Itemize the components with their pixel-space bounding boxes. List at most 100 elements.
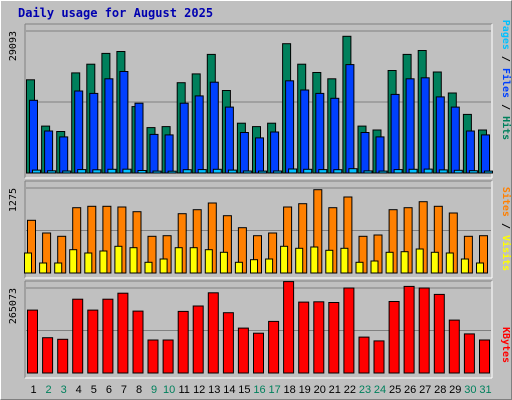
bar-kbytes-day-12 xyxy=(192,305,204,374)
x-tick-label-day-16: 16 xyxy=(253,384,265,396)
legend-text: / xyxy=(500,98,511,116)
bar-sites-day-27 xyxy=(415,248,424,274)
x-tick-label-day-11: 11 xyxy=(178,384,189,396)
bar-sites-day-5 xyxy=(84,252,93,274)
y-max-label: 1275 xyxy=(8,188,19,212)
bar-kbytes-day-13 xyxy=(207,292,219,374)
bar-files-day-14 xyxy=(224,106,234,174)
bar-pages-day-28 xyxy=(438,169,448,174)
bar-sites-day-16 xyxy=(250,259,258,274)
bar-pages-day-23 xyxy=(363,170,373,174)
x-tick-label-day-3: 3 xyxy=(61,384,67,396)
bar-files-day-26 xyxy=(405,78,415,174)
bar-kbytes-day-9 xyxy=(147,339,159,374)
bar-pages-day-25 xyxy=(393,169,403,174)
x-tick-label-day-7: 7 xyxy=(121,384,127,396)
legend-text: Sites xyxy=(500,187,512,217)
bar-sites-day-30 xyxy=(460,258,469,274)
bar-files-day-12 xyxy=(194,95,204,174)
bar-pages-day-8 xyxy=(137,170,147,174)
bar-kbytes-day-1 xyxy=(27,309,38,374)
bar-kbytes-day-4 xyxy=(72,298,84,374)
bar-pages-day-16 xyxy=(258,170,267,174)
bar-kbytes-day-31 xyxy=(479,339,490,374)
bar-pages-day-19 xyxy=(303,168,313,174)
bar-pages-day-10 xyxy=(167,170,177,174)
x-tick-label-day-21: 21 xyxy=(329,384,341,396)
bar-files-day-11 xyxy=(179,102,189,174)
x-tick-label-day-29: 29 xyxy=(449,384,461,396)
bar-sites-day-10 xyxy=(159,258,168,274)
x-tick-label-day-28: 28 xyxy=(434,384,446,396)
y-max-label: 29093 xyxy=(8,31,19,61)
legend-text: Pages xyxy=(500,20,511,50)
bar-files-day-3 xyxy=(59,136,69,174)
bar-sites-day-7 xyxy=(114,245,123,274)
bar-kbytes-day-16 xyxy=(253,332,264,374)
x-tick-label-day-20: 20 xyxy=(314,384,326,396)
bar-pages-day-31 xyxy=(484,170,493,174)
x-tick-label-day-23: 23 xyxy=(359,384,371,396)
x-tick-label-day-13: 13 xyxy=(208,384,220,396)
bar-sites-day-11 xyxy=(174,247,183,274)
bar-files-day-2 xyxy=(44,130,54,174)
bar-sites-day-25 xyxy=(385,251,394,274)
legend-text: / xyxy=(500,50,511,68)
bar-files-day-18 xyxy=(285,80,295,174)
bar-sites-day-26 xyxy=(400,251,409,274)
x-tick-label-day-15: 15 xyxy=(238,384,250,396)
chart-title: Daily usage for August 2025 xyxy=(18,6,214,20)
x-tick-label-day-12: 12 xyxy=(193,384,205,396)
bar-kbytes-day-25 xyxy=(388,301,400,374)
bar-pages-day-11 xyxy=(182,169,192,174)
bar-files-day-9 xyxy=(149,133,159,174)
bar-sites-day-6 xyxy=(99,250,108,274)
bar-sites-day-21 xyxy=(325,249,334,274)
bar-files-day-17 xyxy=(270,131,280,174)
bar-pages-day-21 xyxy=(333,169,343,174)
bar-files-day-19 xyxy=(300,89,310,174)
bar-files-day-15 xyxy=(239,132,249,174)
legend-kbytes: KBytes xyxy=(500,327,511,363)
bar-pages-day-27 xyxy=(423,168,433,174)
bar-sites-day-28 xyxy=(430,251,439,274)
bar-sites-day-15 xyxy=(234,261,243,274)
bar-files-day-5 xyxy=(89,92,99,174)
x-tick-label-day-30: 30 xyxy=(464,384,476,396)
bar-sites-day-13 xyxy=(204,249,213,274)
x-tick-label-day-27: 27 xyxy=(419,384,431,396)
bar-sites-day-22 xyxy=(340,247,349,274)
bar-sites-day-17 xyxy=(265,258,274,274)
bar-files-day-4 xyxy=(74,90,84,174)
bar-sites-day-19 xyxy=(295,247,304,274)
bar-pages-day-24 xyxy=(378,170,388,174)
bar-sites-day-3 xyxy=(54,262,63,274)
x-tick-label-day-10: 10 xyxy=(163,384,175,396)
legend-visits-sites: Sites / Visits xyxy=(500,187,512,271)
bar-kbytes-day-22 xyxy=(343,287,355,374)
legend-text: / xyxy=(500,217,511,235)
bar-pages-day-7 xyxy=(122,168,132,174)
bar-kbytes-day-20 xyxy=(313,301,325,374)
bar-files-day-7 xyxy=(119,71,129,174)
bar-kbytes-day-15 xyxy=(237,327,249,374)
bar-kbytes-day-5 xyxy=(87,309,99,374)
bar-pages-day-13 xyxy=(212,168,222,174)
bar-files-day-29 xyxy=(450,106,460,174)
bar-sites-day-18 xyxy=(280,245,289,274)
bar-pages-day-4 xyxy=(77,169,87,174)
bar-files-day-21 xyxy=(330,97,340,174)
bar-sites-day-24 xyxy=(370,260,379,274)
bar-pages-day-3 xyxy=(62,170,72,174)
bar-sites-day-1 xyxy=(24,252,32,274)
bar-pages-day-5 xyxy=(92,169,102,174)
y-max-label: 265073 xyxy=(8,288,19,324)
bar-files-day-8 xyxy=(134,102,144,174)
bar-kbytes-day-3 xyxy=(57,338,69,374)
bar-pages-day-20 xyxy=(318,169,328,174)
legend-hits-files-pages: Pages / Files / Hits xyxy=(500,20,512,140)
bar-files-day-6 xyxy=(104,78,114,174)
x-tick-label-day-18: 18 xyxy=(283,384,295,396)
bar-sites-day-2 xyxy=(39,262,48,274)
